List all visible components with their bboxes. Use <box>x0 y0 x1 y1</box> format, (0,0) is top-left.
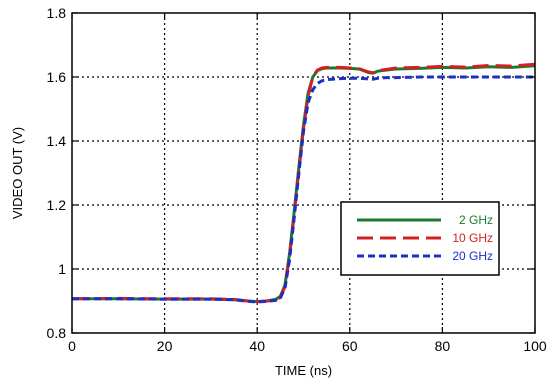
y-axis-label: VIDEO OUT (V) <box>10 127 25 219</box>
x-tick-label: 40 <box>249 338 265 354</box>
y-tick-label: 0.8 <box>47 325 67 341</box>
y-tick-label: 1.2 <box>47 197 67 213</box>
plot-lines <box>71 62 536 304</box>
legend-label: 20 GHz <box>452 249 493 263</box>
y-tick-label: 1.6 <box>47 69 67 85</box>
x-tick-label: 80 <box>435 338 451 354</box>
y-tick-label: 1 <box>58 261 66 277</box>
x-tick-label: 0 <box>68 338 76 354</box>
legend: 2 GHz 10 GHz 20 GHz <box>340 201 500 276</box>
axis-ticks: 0 20 40 60 80 100 0.8 1 1.2 1.4 1.6 1.8 <box>47 5 547 354</box>
x-tick-label: 20 <box>157 338 173 354</box>
y-tick-label: 1.8 <box>47 5 67 21</box>
legend-label: 2 GHz <box>459 213 493 227</box>
plot-frame <box>71 12 536 334</box>
x-tick-label: 100 <box>523 338 547 354</box>
series-line-3 <box>72 75 535 304</box>
legend-label: 10 GHz <box>452 231 493 245</box>
series-line-2 <box>71 62 536 304</box>
x-tick-label: 60 <box>342 338 358 354</box>
x-axis-label: TIME (ns) <box>275 363 332 378</box>
y-tick-label: 1.4 <box>47 133 67 149</box>
